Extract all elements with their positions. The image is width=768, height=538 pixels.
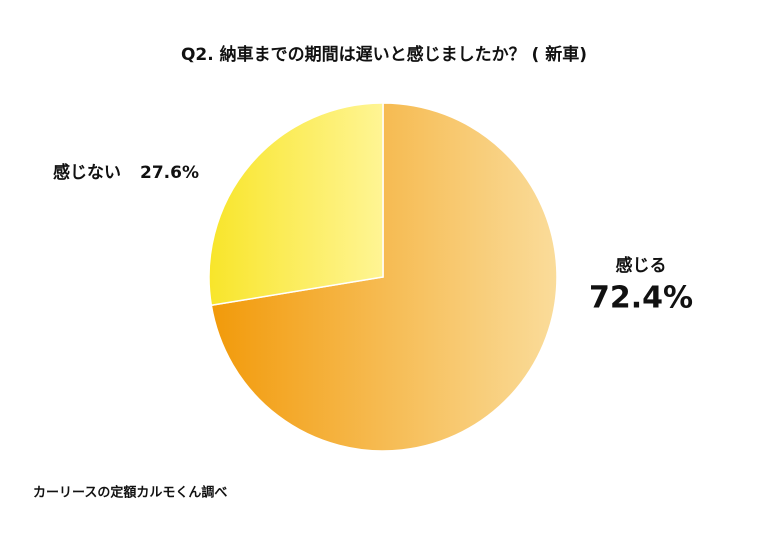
pie-slice [208, 102, 384, 307]
slice-label: 感じる [616, 255, 667, 276]
chart-title: Q2. 納車までの期間は遅いと感じましたか？ ( 新車) [181, 44, 587, 65]
pie-slice [210, 102, 558, 452]
slice-value-label: 27.6% [140, 163, 199, 183]
slice-label: 感じない [53, 162, 121, 183]
slice-value-label: 72.4% [589, 281, 693, 316]
source-note: カーリースの定額カルモくん調べ [33, 485, 227, 501]
